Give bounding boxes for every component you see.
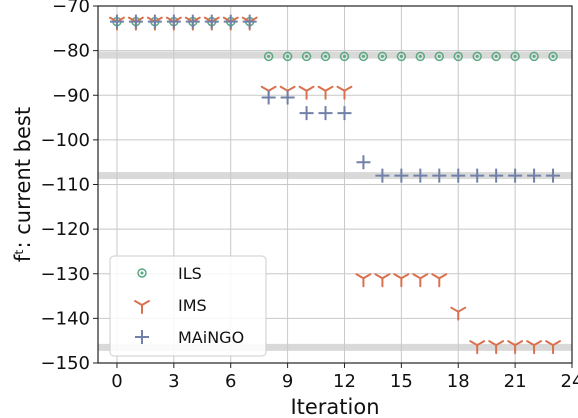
axis-ticks: 0 3 6 9 12 15 18 21 24 −70 −80 −90 −100 −110 −120 −130 −… (41, 0, 578, 392)
data-point-maingo-4 (185, 14, 200, 29)
data-point-maingo-14 (375, 168, 390, 183)
data-point-ils-9 (282, 51, 293, 62)
legend-marker-ils (137, 268, 147, 278)
data-point-maingo-22 (527, 168, 542, 183)
data-point-ils-11 (320, 51, 331, 62)
y-tick-label-3: −100 (41, 130, 90, 151)
legend-marker-ims (134, 300, 150, 314)
y-tick-label-2: −90 (52, 85, 90, 106)
data-point-ims-16 (412, 273, 429, 288)
data-point-ims-10 (298, 85, 315, 100)
data-point-maingo-3 (166, 14, 181, 29)
y-tick-label-4: −110 (41, 175, 90, 196)
legend-label-ims: IMS (178, 296, 207, 315)
data-point-maingo-12 (337, 106, 352, 121)
y-tick-label-6: −130 (41, 264, 90, 285)
data-point-maingo-10 (299, 106, 314, 121)
legend: ILS IMS MAiNGO (109, 255, 267, 357)
data-point-ims-17 (431, 273, 448, 288)
data-point-maingo-5 (204, 14, 219, 29)
data-point-ils-23 (548, 51, 558, 62)
data-point-maingo-1 (128, 14, 143, 29)
x-axis-label: Iteration (290, 395, 379, 418)
x-tick-label-5: 15 (390, 371, 413, 392)
legend-label-ils: ILS (178, 264, 202, 283)
data-point-maingo-2 (147, 14, 162, 29)
legend-label-maingo: MAiNGO (178, 328, 244, 347)
legend-marker-maingo (135, 330, 149, 344)
data-point-ils-16 (415, 51, 426, 62)
y-tick-label-1: −80 (52, 41, 90, 62)
data-point-maingo-11 (318, 106, 333, 121)
x-tick-label-7: 21 (504, 371, 527, 392)
data-point-ims-23 (545, 340, 561, 355)
data-point-ils-19 (472, 51, 482, 62)
data-point-maingo-17 (432, 168, 447, 183)
reference-band-1 (98, 172, 572, 180)
y-tick-label-7: −140 (41, 308, 90, 329)
data-point-maingo-20 (489, 168, 504, 183)
data-point-ils-13 (358, 51, 369, 62)
data-point-maingo-6 (223, 14, 238, 29)
data-point-maingo-23 (546, 168, 561, 183)
data-point-ims-13 (355, 273, 372, 288)
x-tick-label-3: 9 (282, 371, 293, 392)
data-point-maingo-15 (394, 168, 409, 183)
data-point-ils-18 (453, 51, 463, 62)
data-point-ils-14 (377, 51, 388, 62)
data-point-maingo-13 (356, 155, 371, 170)
reference-bands (98, 51, 572, 351)
data-point-maingo-21 (508, 168, 523, 183)
y-tick-label-0: −70 (52, 0, 90, 17)
data-point-maingo-0 (109, 14, 124, 29)
x-tick-label-6: 18 (447, 371, 470, 392)
data-point-ils-10 (301, 51, 312, 62)
y-tick-label-8: −150 (41, 353, 90, 374)
data-series (109, 14, 561, 355)
data-point-ims-18 (450, 306, 467, 321)
data-point-maingo-8 (261, 90, 276, 105)
y-tick-label-5: −120 (41, 219, 90, 240)
data-point-ils-20 (491, 51, 501, 62)
data-point-maingo-7 (242, 14, 257, 29)
data-point-ims-21 (507, 340, 524, 355)
data-point-ims-12 (336, 85, 353, 100)
data-point-maingo-18 (451, 168, 466, 183)
data-point-ils-15 (396, 51, 407, 62)
data-point-ims-19 (469, 340, 486, 355)
x-tick-label-8: 24 (561, 371, 578, 392)
legend-box (109, 255, 267, 357)
data-point-maingo-9 (280, 90, 295, 105)
data-point-ils-21 (510, 51, 520, 62)
series-maingo (109, 14, 561, 183)
x-tick-label-1: 3 (168, 371, 179, 392)
data-point-maingo-16 (413, 168, 428, 183)
x-tick-label-0: 0 (111, 371, 122, 392)
data-point-ils-12 (339, 51, 350, 62)
data-point-ims-11 (317, 85, 334, 100)
data-point-ims-15 (393, 273, 410, 288)
data-point-ims-20 (488, 340, 505, 355)
data-point-maingo-19 (470, 168, 485, 183)
data-point-ils-8 (263, 51, 274, 62)
x-tick-label-4: 12 (333, 371, 356, 392)
data-point-ims-22 (526, 340, 543, 355)
reference-band-2 (98, 343, 572, 351)
y-axis-label: fᵗ: current best (11, 107, 35, 262)
data-point-ims-14 (374, 273, 391, 288)
reference-band-0 (98, 51, 572, 59)
data-point-ils-17 (434, 51, 445, 62)
x-tick-label-2: 6 (225, 371, 236, 392)
data-point-ils-22 (529, 51, 539, 62)
